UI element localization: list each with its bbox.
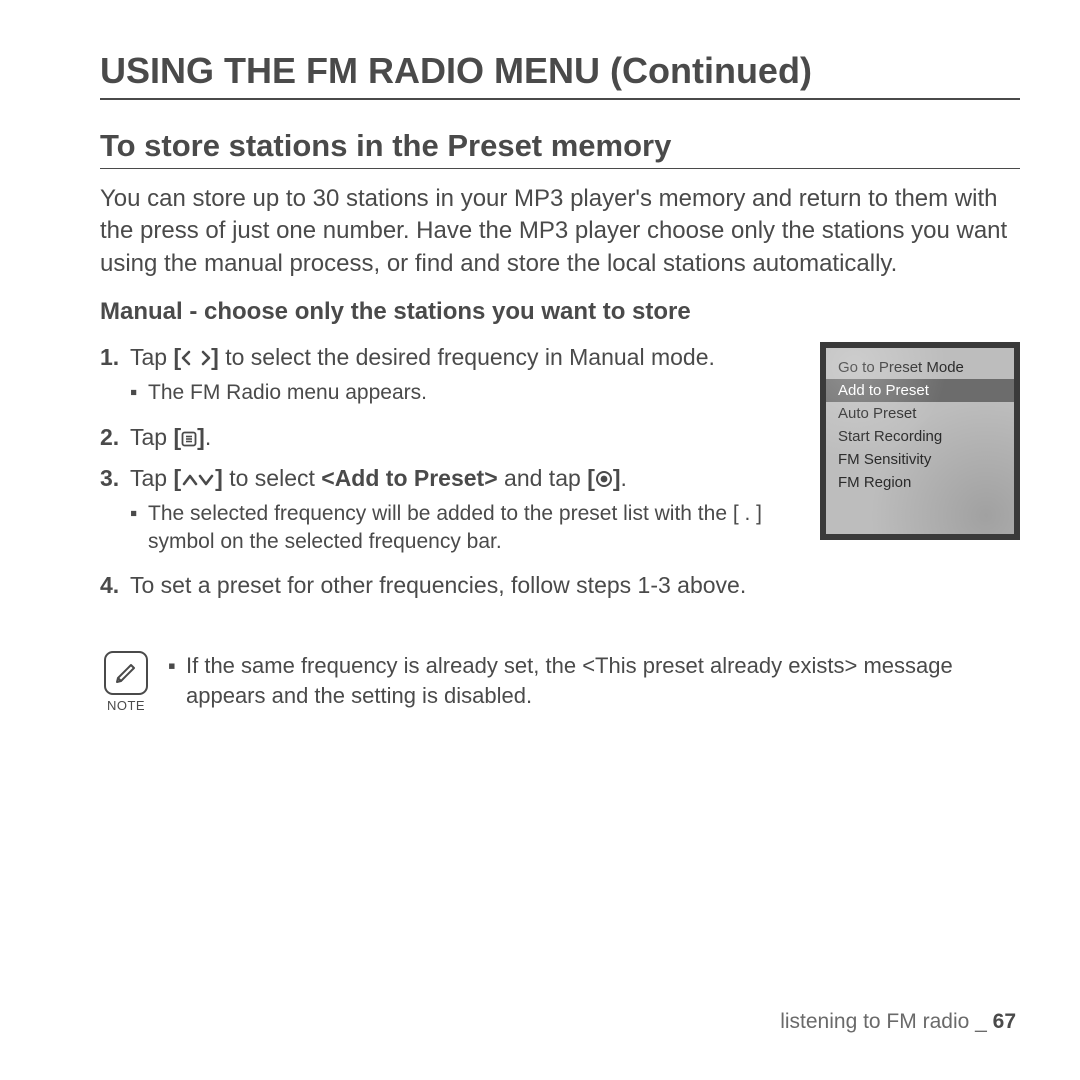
- step-number: 2.: [100, 422, 130, 453]
- bullet-text: The selected frequency will be added to …: [148, 500, 796, 557]
- step-text: and tap: [498, 465, 588, 491]
- note-body: If the same frequency is already set, th…: [186, 651, 1020, 710]
- page-title: USING THE FM RADIO MENU (Continued): [100, 50, 1020, 100]
- page-footer: listening to FM radio _ 67: [780, 1010, 1016, 1034]
- step-number: 4.: [100, 570, 130, 601]
- menu-item: Auto Preset: [826, 402, 1014, 425]
- add-to-preset-label: <Add to Preset>: [321, 465, 497, 491]
- bullet-icon: ▪: [130, 379, 148, 407]
- select-icon: []: [587, 465, 620, 491]
- step-text: .: [205, 424, 211, 450]
- manual-subheading: Manual - choose only the stations you wa…: [100, 298, 1020, 326]
- step-1: 1. Tap [] to select the desired frequenc…: [100, 342, 796, 373]
- step-3-bullet: ▪ The selected frequency will be added t…: [130, 500, 796, 557]
- step-number: 3.: [100, 463, 130, 494]
- step-text: Tap: [130, 424, 173, 450]
- bullet-icon: ▪: [168, 651, 186, 710]
- note-label: NOTE: [100, 697, 152, 715]
- step-4: 4. To set a preset for other frequencies…: [100, 570, 796, 601]
- menu-icon: []: [173, 424, 204, 450]
- intro-paragraph: You can store up to 30 stations in your …: [100, 183, 1020, 280]
- note-text: ▪ If the same frequency is already set, …: [168, 651, 1020, 710]
- step-text: To set a preset for other frequencies, f…: [130, 570, 796, 601]
- up-down-icon: []: [173, 465, 222, 491]
- content-row: 1. Tap [] to select the desired frequenc…: [100, 342, 1020, 607]
- menu-item-selected: Add to Preset: [826, 379, 1014, 402]
- steps-list: 1. Tap [] to select the desired frequenc…: [100, 342, 796, 607]
- step-body: Tap [] to select the desired frequency i…: [130, 342, 796, 373]
- step-3: 3. Tap [] to select <Add to Preset> and …: [100, 463, 796, 494]
- step-text: Tap: [130, 344, 173, 370]
- note-icon-wrap: NOTE: [100, 651, 152, 715]
- section-title: To store stations in the Preset memory: [100, 128, 1020, 169]
- left-right-icon: []: [173, 344, 218, 370]
- note-block: NOTE ▪ If the same frequency is already …: [100, 651, 1020, 715]
- menu-item: FM Region: [826, 471, 1014, 494]
- step-text: .: [621, 465, 627, 491]
- step-2: 2. Tap [].: [100, 422, 796, 453]
- step-1-bullet: ▪ The FM Radio menu appears.: [130, 379, 796, 407]
- step-body: Tap [] to select <Add to Preset> and tap…: [130, 463, 796, 494]
- menu-item: Start Recording: [826, 425, 1014, 448]
- bullet-icon: ▪: [130, 500, 148, 557]
- step-body: Tap [].: [130, 422, 796, 453]
- step-text: to select the desired frequency in Manua…: [219, 344, 715, 370]
- step-text: to select: [223, 465, 321, 491]
- menu-item: Go to Preset Mode: [826, 356, 1014, 379]
- step-text: Tap: [130, 465, 173, 491]
- bullet-text: The FM Radio menu appears.: [148, 379, 427, 407]
- footer-text: listening to FM radio _: [780, 1010, 992, 1033]
- step-number: 1.: [100, 342, 130, 373]
- note-icon: [104, 651, 148, 695]
- page-number: 67: [993, 1010, 1016, 1033]
- menu-item: FM Sensitivity: [826, 448, 1014, 471]
- device-screenshot: Go to Preset Mode Add to Preset Auto Pre…: [820, 342, 1020, 540]
